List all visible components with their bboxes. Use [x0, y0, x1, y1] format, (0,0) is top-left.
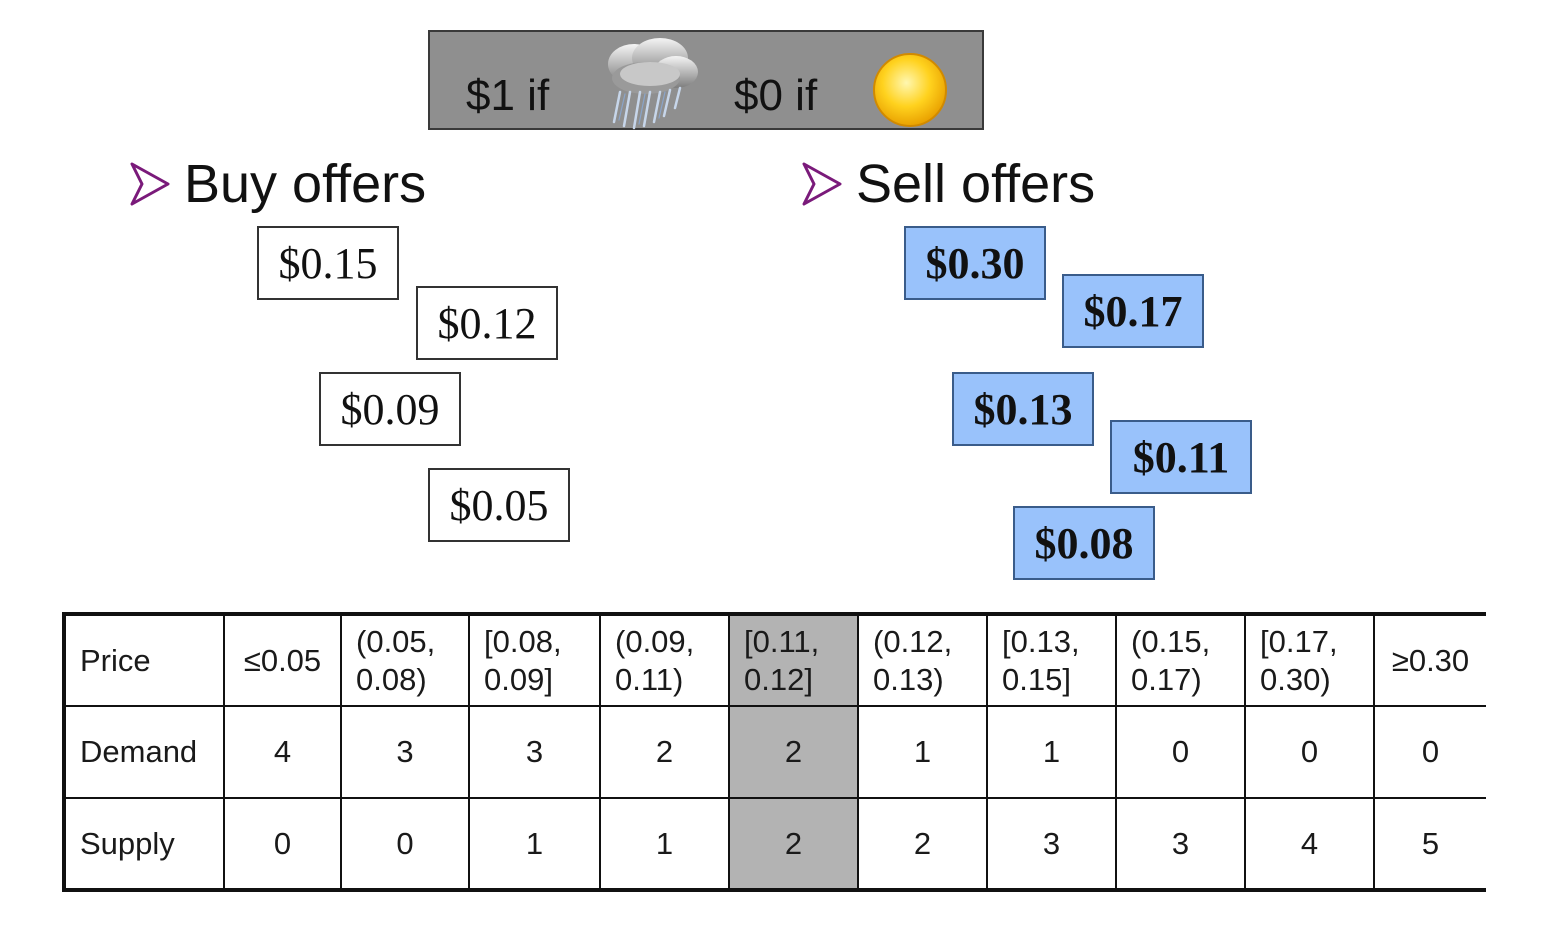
sell-offer: $0.13: [952, 372, 1094, 446]
demand-value-cell: 2: [728, 705, 859, 799]
price-range-text: [0.11,: [744, 623, 820, 659]
price-range-text: [0.13,: [1002, 623, 1080, 659]
price-range-text: (0.12,: [873, 623, 953, 659]
price-range-cell: [0.17, 0.30): [1244, 612, 1375, 707]
price-range-text: 0.08): [356, 661, 427, 697]
supply-value-cell: 2: [857, 797, 988, 892]
buy-offers-title: Buy offers: [184, 154, 427, 214]
demand-value-cell: 3: [468, 705, 601, 799]
demand-value-cell: 1: [857, 705, 988, 799]
demand-value-cell: 1: [986, 705, 1117, 799]
buy-offer: $0.05: [428, 468, 570, 542]
price-range-text: [0.08,: [484, 623, 562, 659]
row-label-price: Price: [62, 612, 225, 707]
demand-value-cell: 0: [1373, 705, 1486, 799]
payoff-banner: $1 if $0 if: [428, 30, 984, 130]
sell-offers-heading: Sell offers: [802, 154, 1095, 214]
price-range-text: (0.15,: [1131, 623, 1211, 659]
demand-value-cell: 0: [1244, 705, 1375, 799]
price-range-text: (0.09,: [615, 623, 695, 659]
price-range-text: 0.12]: [744, 661, 813, 697]
row-label-supply: Supply: [62, 797, 225, 892]
price-range-cell: [0.13, 0.15]: [986, 612, 1117, 707]
price-range-cell: (0.05, 0.08): [340, 612, 470, 707]
sell-offers-title: Sell offers: [856, 154, 1096, 214]
sell-offer: $0.30: [904, 226, 1046, 300]
demand-value-cell: 3: [340, 705, 470, 799]
supply-value-cell: 1: [468, 797, 601, 892]
price-range-text: 0.17): [1131, 661, 1202, 697]
price-row: Price ≤0.05 (0.05, 0.08) [0.08, 0.09] (0.09, 0…: [62, 612, 1486, 707]
price-range-cell: (0.09, 0.11): [599, 612, 730, 707]
price-range-text: ≥0.30: [1391, 642, 1470, 678]
demand-value-cell: 2: [599, 705, 730, 799]
supply-value-cell: 3: [1115, 797, 1246, 892]
supply-value-cell: 0: [340, 797, 470, 892]
arrow-bullet-icon: [802, 162, 842, 206]
price-range-text: ≤0.05: [243, 642, 322, 678]
buy-offers-heading: Buy offers: [130, 154, 426, 214]
price-range-cell: (0.15, 0.17): [1115, 612, 1246, 707]
arrow-bullet-icon: [130, 162, 170, 206]
price-range-text: (0.05,: [356, 623, 436, 659]
supply-demand-table: Price ≤0.05 (0.05, 0.08) [0.08, 0.09] (0.09, 0…: [62, 612, 1486, 892]
buy-offer: $0.09: [319, 372, 461, 446]
price-range-text: 0.15]: [1002, 661, 1071, 697]
row-label-demand: Demand: [62, 705, 225, 799]
buy-offer: $0.12: [416, 286, 558, 360]
supply-value-cell: 0: [223, 797, 342, 892]
sell-offer: $0.08: [1013, 506, 1155, 580]
rain-cloud-icon: [608, 38, 698, 130]
price-range-cell: ≤0.05: [223, 612, 342, 707]
price-range-cell: (0.12, 0.13): [857, 612, 988, 707]
price-range-text: 0.30): [1260, 661, 1331, 697]
price-range-text: 0.13): [873, 661, 944, 697]
sell-offer: $0.11: [1110, 420, 1252, 494]
supply-value-cell: 2: [728, 797, 859, 892]
supply-value-cell: 4: [1244, 797, 1375, 892]
sun-icon: [873, 53, 947, 127]
price-range-cell: [0.08, 0.09]: [468, 612, 601, 707]
sell-offer: $0.17: [1062, 274, 1204, 348]
supply-value-cell: 1: [599, 797, 730, 892]
supply-value-cell: 3: [986, 797, 1117, 892]
rain-payoff-label: $1 if: [466, 71, 550, 120]
sun-payoff-label: $0 if: [734, 71, 818, 120]
buy-offer: $0.15: [257, 226, 399, 300]
price-range-text: 0.09]: [484, 661, 553, 697]
demand-value-cell: 0: [1115, 705, 1246, 799]
price-range-text: 0.11): [615, 661, 684, 697]
supply-value-cell: 5: [1373, 797, 1486, 892]
price-range-cell: ≥0.30: [1373, 612, 1486, 707]
price-range-cell: [0.11, 0.12]: [728, 612, 859, 707]
demand-value-cell: 4: [223, 705, 342, 799]
price-range-text: [0.17,: [1260, 623, 1338, 659]
